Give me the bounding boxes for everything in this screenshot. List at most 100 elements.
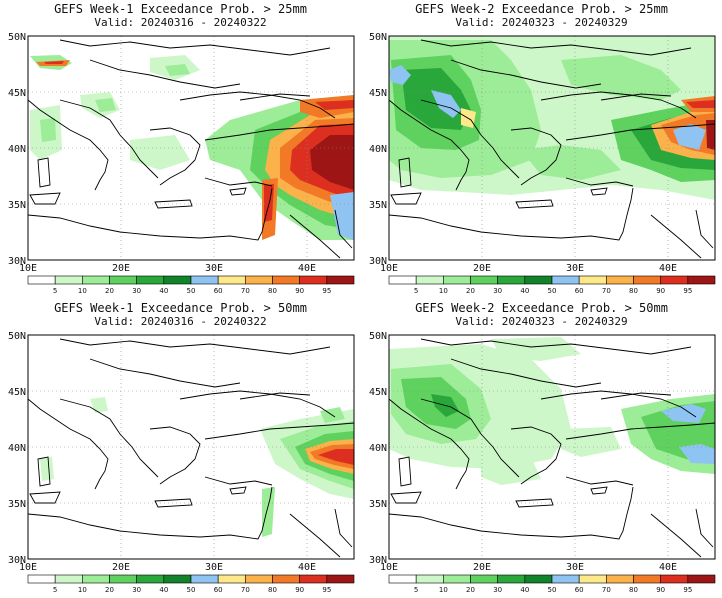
lon-label: 10E	[19, 263, 37, 274]
lat-label: 35N	[369, 499, 387, 510]
lat-label: 45N	[8, 387, 26, 398]
precip-blob	[679, 444, 715, 464]
colorbar-label: 60	[214, 287, 223, 295]
colorbar-label: 95	[322, 586, 331, 594]
panel-valid-dates: Valid: 20240316 - 20240322	[94, 16, 267, 29]
precip-field	[28, 36, 354, 260]
lon-labels: 10E 20E 30E 40E	[19, 263, 316, 274]
colorbar-label: 80	[629, 586, 638, 594]
colorbar-label: 5	[414, 287, 418, 295]
panel-week1-25mm: GEFS Week-1 Exceedance Prob. > 25mm Vali…	[0, 0, 361, 299]
colorbar-label: 95	[322, 287, 331, 295]
coastlines	[388, 338, 716, 558]
colorbar-label: 80	[268, 287, 277, 295]
colorbar-swatch	[551, 574, 580, 584]
lat-label: 45N	[369, 88, 387, 99]
map-frame	[27, 334, 355, 560]
precip-blob	[44, 61, 64, 64]
precip-blob	[481, 457, 541, 485]
precip-blob	[165, 64, 190, 76]
precip-blob	[706, 120, 715, 150]
colorbar-swatch	[415, 275, 444, 285]
lon-label: 40E	[298, 263, 316, 274]
lon-label: 10E	[380, 562, 398, 573]
panel-valid-dates: Valid: 20240316 - 20240322	[94, 315, 267, 328]
lat-label: 40N	[8, 144, 26, 155]
colorbar-swatch	[524, 275, 553, 285]
colorbar-swatch	[606, 574, 634, 584]
colorbar-swatch	[27, 275, 56, 285]
colorbar-label: 90	[295, 287, 304, 295]
lat-label: 50N	[8, 331, 26, 342]
colorbar-swatch	[443, 275, 471, 285]
colorbar-label: 5	[53, 586, 57, 594]
colorbar-swatch	[163, 574, 192, 584]
coastlines	[388, 39, 716, 259]
map-frame	[388, 35, 716, 261]
colorbar-label: 10	[439, 586, 448, 594]
lon-labels: 10E 20E 30E 40E	[19, 562, 316, 573]
lat-label: 50N	[8, 32, 26, 43]
colorbar-swatch	[443, 574, 471, 584]
colorbar-swatch	[633, 574, 661, 584]
colorbar-label: 30	[132, 287, 141, 295]
lat-labels: 50N 45N 40N 35N 30N	[8, 331, 26, 566]
colorbar-swatch	[272, 574, 300, 584]
colorbar-swatch	[54, 574, 83, 584]
colorbar-swatch	[470, 574, 498, 584]
colorbar-label: 40	[520, 287, 529, 295]
colorbar-swatch	[660, 275, 689, 285]
lat-label: 30N	[8, 256, 26, 267]
precip-blob	[90, 397, 108, 413]
map-frame	[388, 334, 716, 560]
colorbar-label: 80	[629, 287, 638, 295]
colorbar: 5 10 20 30 40 50 60 70 80 90 95	[27, 275, 355, 295]
colorbar-label: 60	[575, 287, 584, 295]
colorbar-label: 90	[656, 287, 665, 295]
lon-label: 40E	[659, 562, 677, 573]
colorbar-label: 5	[53, 287, 57, 295]
colorbar-swatch	[245, 574, 273, 584]
map-figure: 50N 45N 40N 35N 30N 10E 20E 30E 40E 5 10 2…	[369, 331, 716, 594]
colorbar-label: 50	[187, 586, 196, 594]
lon-label: 30E	[205, 562, 223, 573]
lat-label: 40N	[369, 144, 387, 155]
colorbar-label: 60	[575, 586, 584, 594]
colorbar-swatch	[163, 275, 192, 285]
lat-label: 45N	[8, 88, 26, 99]
colorbar-label: 90	[295, 586, 304, 594]
colorbar-swatch	[27, 574, 56, 584]
colorbar-label: 70	[241, 287, 250, 295]
lon-label: 40E	[659, 263, 677, 274]
lat-label: 40N	[8, 443, 26, 454]
lon-label: 20E	[112, 562, 130, 573]
colorbar-label: 20	[105, 287, 114, 295]
lon-label: 20E	[112, 263, 130, 274]
colorbar-swatch	[109, 275, 137, 285]
colorbar-label: 30	[493, 586, 502, 594]
precip-blob	[686, 100, 715, 108]
colorbar-label: 10	[78, 287, 87, 295]
colorbar: 5 10 20 30 40 50 60 70 80 90 95	[388, 275, 716, 295]
precip-blob	[561, 427, 621, 457]
colorbar-swatch	[633, 275, 661, 285]
colorbar-label: 95	[683, 287, 692, 295]
precip-blob	[95, 98, 116, 112]
precip-blob	[318, 449, 354, 465]
colorbar-label: 50	[548, 287, 557, 295]
lat-label: 50N	[369, 32, 387, 43]
colorbar-label: 20	[466, 586, 475, 594]
colorbar-swatch	[190, 275, 219, 285]
colorbar-swatch	[606, 275, 634, 285]
lat-label: 40N	[369, 443, 387, 454]
lat-label: 35N	[8, 200, 26, 211]
lat-label: 35N	[369, 200, 387, 211]
colorbar-swatch	[299, 275, 328, 285]
panel-week2-50mm: GEFS Week-2 Exceedance Prob. > 50mm Vali…	[361, 299, 722, 598]
colorbar-label: 50	[187, 287, 196, 295]
colorbar-label: 50	[548, 586, 557, 594]
lat-label: 30N	[369, 256, 387, 267]
colorbar-label: 20	[105, 586, 114, 594]
colorbar-swatch	[415, 574, 444, 584]
lon-labels: 10E 20E 30E 40E	[380, 562, 677, 573]
